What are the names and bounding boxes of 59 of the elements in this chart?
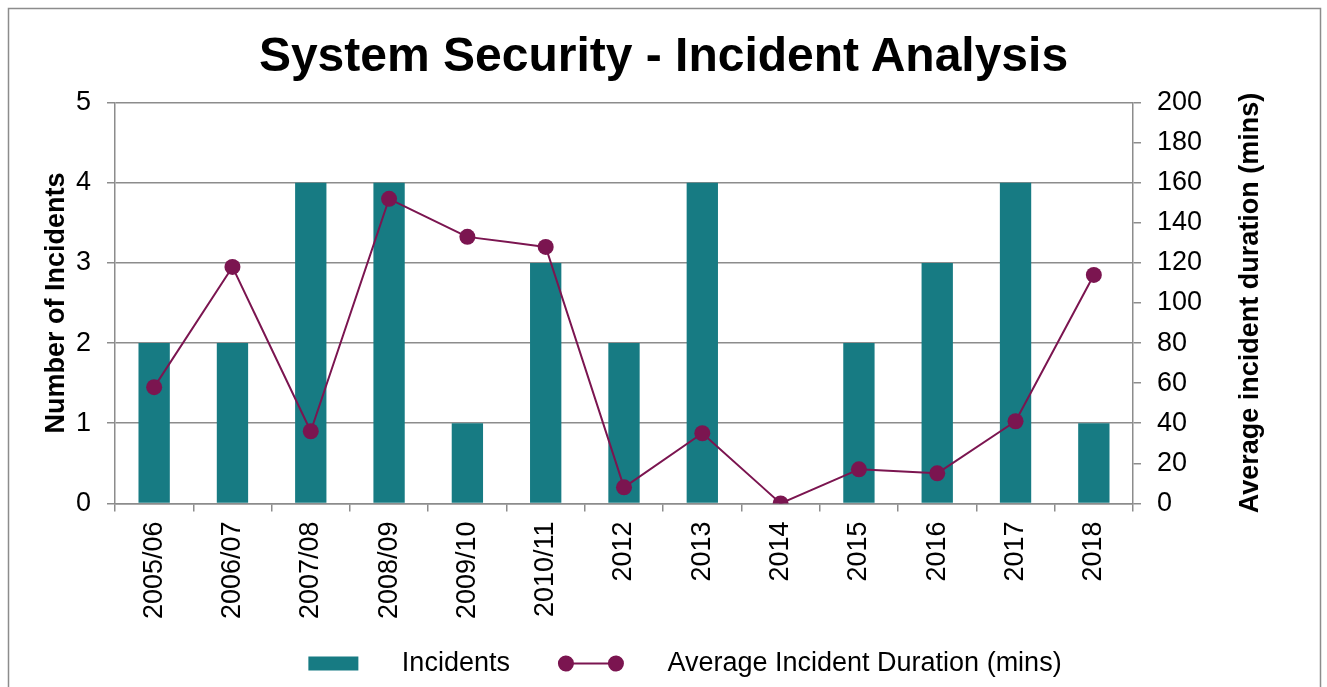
bar (216, 343, 249, 503)
x-tick-label: 2012 (607, 521, 638, 582)
x-tick-label: 2009/10 (450, 521, 481, 620)
y2-axis-title: Average incident duration (mins) (1234, 92, 1265, 514)
x-tick-label: 2015 (842, 521, 873, 582)
x-tick-label: 2013 (685, 521, 716, 582)
y-tick-label: 2 (75, 326, 91, 357)
chart-title: System Security - Incident Analysis (258, 28, 1069, 82)
y-tick-label: 0 (75, 486, 91, 517)
x-tick-label: 2010/11 (529, 521, 560, 618)
bar (999, 182, 1032, 503)
legend-label: Incidents (401, 646, 510, 677)
y-tick-label: 4 (75, 166, 91, 197)
y2-tick-label: 60 (1157, 366, 1188, 397)
bar (138, 343, 170, 503)
point (537, 238, 554, 255)
bar (843, 343, 875, 503)
bar (1078, 423, 1110, 503)
x-tick-label: 2014 (764, 521, 795, 582)
y-axis-title: Number of Incidents (39, 172, 70, 434)
x-tick-label: 2018 (1077, 521, 1108, 582)
x-tick-label: 2017 (998, 521, 1029, 582)
legend-label: Average Incident Duration (mins) (667, 646, 1062, 677)
bar (921, 262, 953, 503)
y2-tick-label: 160 (1157, 166, 1203, 197)
point (1085, 266, 1102, 283)
y2-tick-label: 80 (1157, 326, 1188, 357)
point (146, 379, 163, 396)
y2-tick-label: 20 (1157, 446, 1188, 477)
point (850, 461, 867, 478)
point (459, 228, 476, 245)
bar (295, 182, 327, 503)
bar (608, 343, 640, 503)
y2-tick-label: 200 (1157, 86, 1203, 117)
x-tick-label: 2007/08 (294, 521, 325, 620)
x-tick-label: 2008/09 (372, 521, 403, 620)
x-tick-label: 2016 (920, 521, 951, 582)
point (302, 423, 319, 440)
bar (686, 182, 718, 503)
y-tick-label: 5 (75, 86, 91, 117)
point (929, 465, 946, 482)
point (694, 425, 711, 442)
x-tick-label: 2005/06 (137, 521, 168, 620)
y2-tick-label: 120 (1157, 246, 1203, 277)
point (381, 190, 398, 207)
y2-tick-label: 0 (1157, 486, 1173, 517)
y-tick-label: 3 (75, 246, 91, 277)
y2-tick-label: 180 (1157, 126, 1203, 157)
y-tick-label: 1 (75, 406, 91, 437)
point (224, 258, 241, 275)
x-tick-label: 2006/07 (215, 521, 246, 620)
bar (530, 262, 562, 503)
bar (451, 423, 484, 503)
y2-tick-label: 40 (1157, 406, 1188, 437)
y2-tick-label: 100 (1157, 286, 1203, 317)
bar (373, 182, 405, 503)
point (616, 479, 632, 496)
y2-tick-label: 140 (1157, 206, 1203, 237)
point (1007, 413, 1024, 430)
